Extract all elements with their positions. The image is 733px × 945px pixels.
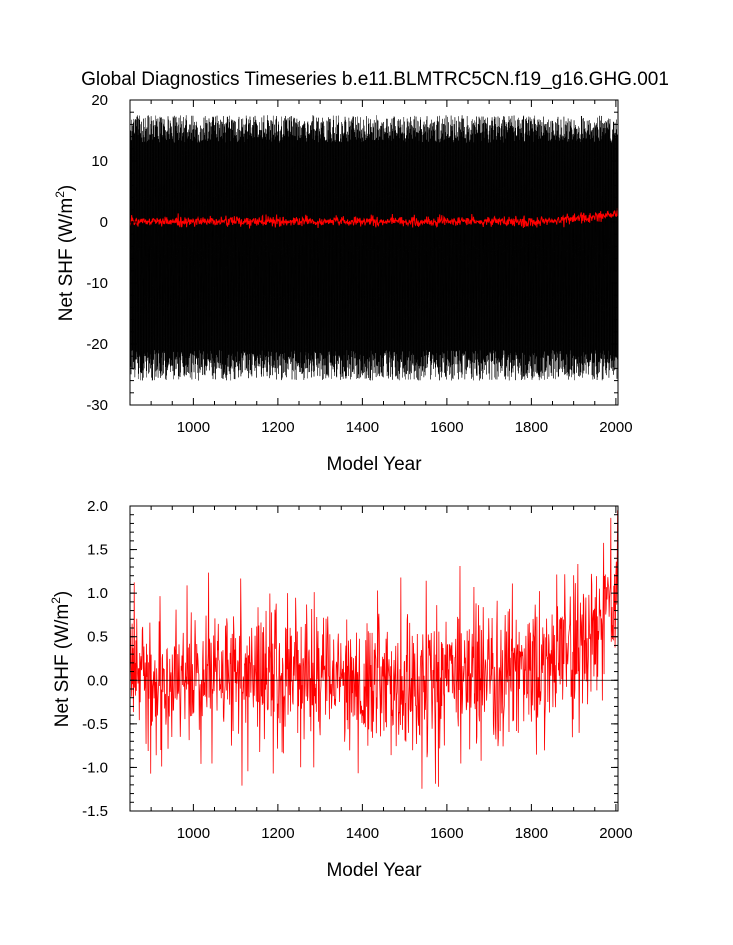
x-tick-label: 1600 — [430, 825, 463, 842]
y-tick-label: 10 — [91, 153, 108, 170]
y-tick-label: 20 — [91, 92, 108, 109]
y-tick-label: 0.0 — [87, 672, 108, 689]
y-tick-label: 1.5 — [87, 542, 108, 559]
bottom-y-axis-label-superscript: 2 — [49, 597, 63, 604]
y-tick-label: -1.5 — [82, 803, 108, 820]
chart-title: Global Diagnostics Timeseries b.e11.BLMT… — [81, 69, 669, 90]
x-tick-label: 1600 — [430, 419, 463, 436]
x-tick-label: 1200 — [261, 825, 294, 842]
y-tick-label: -10 — [86, 275, 108, 292]
top-x-axis-label: Model Year — [326, 454, 422, 475]
bottom-y-axis-label-main: Net SHF (W/m — [52, 604, 73, 728]
y-tick-label: 0 — [100, 214, 108, 231]
top-axis-ticks: 1000 1200 1400 1600 1800 2000 -30 -20 -10 0 10 20 — [86, 92, 632, 436]
top-y-axis-label-superscript: 2 — [53, 191, 67, 198]
y-tick-label: 0.5 — [87, 629, 108, 646]
top-plot-frame — [129, 99, 619, 406]
annual-mean-series-line — [129, 510, 619, 789]
bottom-y-axis-label-suffix: ) — [52, 591, 73, 597]
bottom-axis-ticks: 1000 1200 1400 1600 1800 2000 -1.5 -1.0 -0.5 0.0 0… — [82, 498, 632, 842]
top-y-axis-label-suffix: ) — [56, 185, 77, 191]
top-plot-area — [129, 115, 619, 381]
y-tick-label: 2.0 — [87, 498, 108, 515]
x-tick-label: 1000 — [177, 825, 210, 842]
bottom-y-axis-label: Net SHF (W/m2) — [49, 591, 73, 728]
top-y-axis-label-main: Net SHF (W/m — [56, 198, 77, 322]
bottom-plot-frame — [129, 505, 619, 812]
x-tick-label: 1400 — [346, 825, 379, 842]
bottom-x-axis-label: Model Year — [326, 860, 422, 881]
bottom-panel: 1000 1200 1400 1600 1800 2000 -1.5 -1.0 -0.5 0.0 0… — [49, 498, 633, 881]
x-tick-label: 1800 — [515, 825, 548, 842]
x-tick-label: 2000 — [599, 825, 632, 842]
y-tick-label: -30 — [86, 397, 108, 414]
y-tick-label: -0.5 — [82, 716, 108, 733]
top-panel: Global Diagnostics Timeseries b.e11.BLMT… — [53, 69, 669, 475]
y-tick-label: -1.0 — [82, 759, 108, 776]
bottom-plot-area — [129, 510, 619, 789]
x-tick-label: 1800 — [515, 419, 548, 436]
x-tick-label: 2000 — [599, 419, 632, 436]
x-tick-label: 1000 — [177, 419, 210, 436]
y-tick-label: 1.0 — [87, 585, 108, 602]
y-tick-label: -20 — [86, 336, 108, 353]
x-tick-label: 1400 — [346, 419, 379, 436]
annual-mean-series-line — [129, 208, 619, 229]
x-tick-label: 1200 — [261, 419, 294, 436]
monthly-series-line — [129, 115, 619, 381]
top-y-axis-label: Net SHF (W/m2) — [53, 185, 77, 322]
